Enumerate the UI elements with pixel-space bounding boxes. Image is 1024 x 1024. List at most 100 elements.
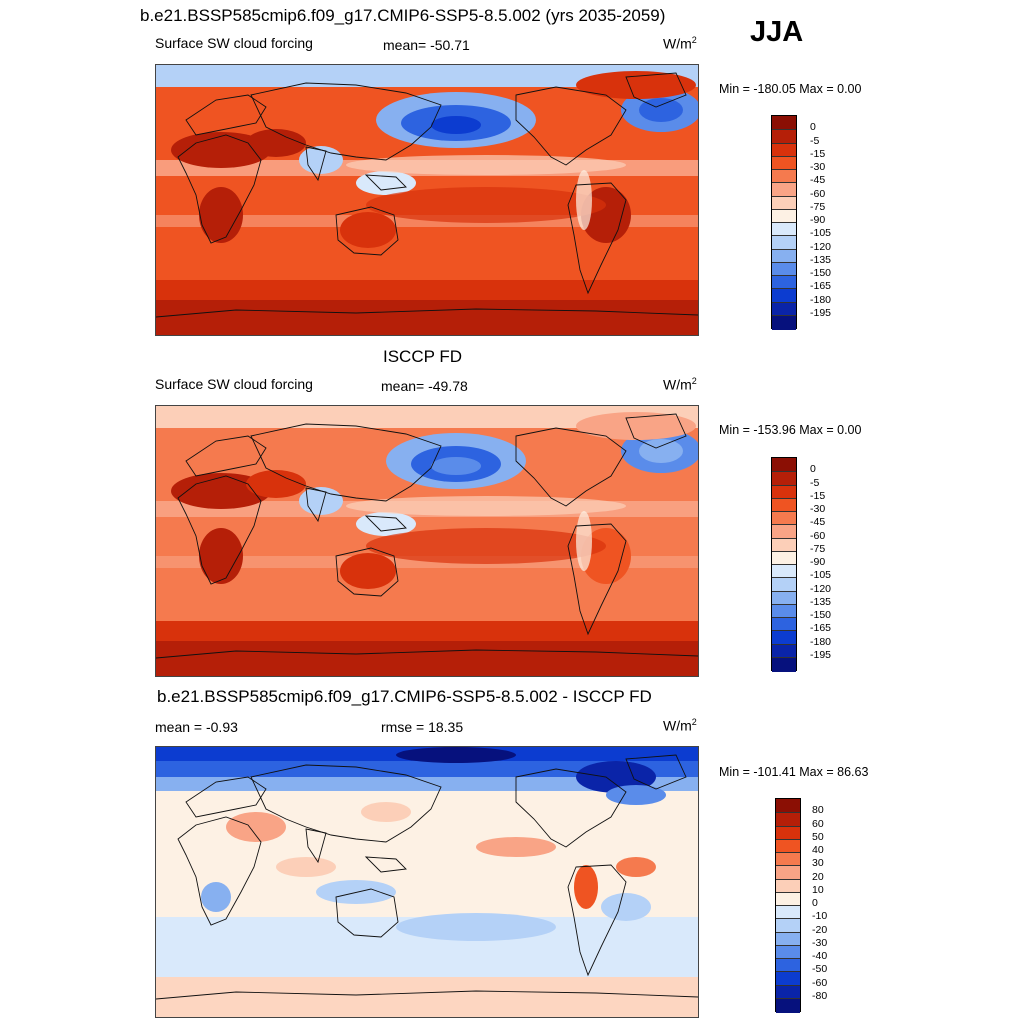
colorbar-tick-label: -135 <box>810 253 832 266</box>
coastline <box>250 764 442 843</box>
coastline <box>335 888 399 938</box>
colorbar-tick-label: -60 <box>812 976 828 989</box>
panel-title: ISCCP FD <box>383 347 463 366</box>
colorbar-tick-label: -10 <box>812 910 828 923</box>
colorbar-tick-label: -5 <box>810 476 820 489</box>
colorbar-swatch <box>772 497 796 513</box>
colorbar-swatch <box>772 208 796 224</box>
colorbar-swatch <box>776 984 800 1000</box>
map-field-diff <box>156 747 698 1017</box>
colorbar-tick-label: -150 <box>810 609 832 621</box>
panel-title: b.e21.BSSP585cmip6.f09_g17.CMIP6-SSP5-8.… <box>140 6 666 25</box>
variable-label: Surface SW cloud forcing <box>155 376 313 392</box>
season-label: JJA <box>750 16 804 48</box>
colorbar-diff <box>775 798 801 1013</box>
colorbar-swatch <box>772 603 796 619</box>
coastline <box>185 94 267 136</box>
colorbar-tick-label: 50 <box>812 830 824 843</box>
coastline <box>567 523 627 636</box>
coastline <box>364 174 407 191</box>
colorbar-swatch <box>772 314 796 330</box>
coastline <box>177 816 262 926</box>
colorbar-swatch <box>772 261 796 277</box>
coastline <box>185 776 267 818</box>
coastline <box>515 768 627 848</box>
colorbar-swatch <box>776 838 800 854</box>
coastline <box>305 828 327 864</box>
colorbar-tick-label: 0 <box>810 121 816 134</box>
coastline <box>364 856 407 873</box>
colorbar-ticks-diff: 80 60 50 40 30 20 10 0 -10 -20 -30 -40 -50 -60 -80 <box>812 798 852 1010</box>
colorbar-swatch <box>776 891 800 907</box>
colorbar-tick-label: -90 <box>810 556 826 568</box>
colorbar-swatch <box>776 931 800 947</box>
colorbar-tick-label: -20 <box>812 923 828 936</box>
minmax-label: Min = -180.05 Max = 0.00 <box>719 82 862 96</box>
colorbar-swatch <box>772 524 796 539</box>
colorbar-obs <box>771 457 797 672</box>
colorbar-swatch <box>772 182 796 197</box>
map-obs <box>155 405 699 677</box>
colorbar-swatch <box>776 865 800 880</box>
colorbar-tick-label: -165 <box>810 280 832 293</box>
unit-label: W/m2 <box>663 376 697 393</box>
colorbar-tick-label: -30 <box>810 503 826 515</box>
colorbar-tick-label: 10 <box>812 883 824 896</box>
map-field-model <box>156 65 698 335</box>
colorbar-swatch <box>776 997 800 1013</box>
colorbar-ticks-model: 0 -5 -15 -30 -45 -60 -75 -90 -105 -120 -135 -150 -16… <box>810 115 850 327</box>
colorbar-swatch <box>772 484 796 500</box>
mean-label: mean = -0.93 <box>155 719 238 735</box>
colorbar-swatch <box>776 958 800 973</box>
colorbar-tick-label: -165 <box>810 622 832 635</box>
colorbar-tick-label: -105 <box>810 569 832 582</box>
colorbar-swatch <box>772 275 796 290</box>
colorbar-swatch <box>772 630 796 645</box>
coastline <box>177 475 262 585</box>
colorbar-tick-label: -75 <box>810 200 826 213</box>
colorbar-swatch <box>772 248 796 264</box>
colorbar-tick-label: 30 <box>812 857 824 870</box>
coastline <box>567 182 627 295</box>
coastline <box>305 146 327 182</box>
colorbar-tick-label: -45 <box>810 174 826 187</box>
coastline <box>625 72 687 108</box>
colorbar-swatch <box>772 656 796 672</box>
colorbar-swatch <box>772 511 796 526</box>
colorbar-tick-label: -15 <box>810 147 826 160</box>
colorbar-tick-label: -75 <box>810 542 826 555</box>
variable-label: Surface SW cloud forcing <box>155 35 313 51</box>
minmax-label: Min = -153.96 Max = 0.00 <box>719 423 862 437</box>
colorbar-swatch <box>776 825 800 841</box>
coastline <box>335 206 399 256</box>
colorbar-swatch <box>772 471 796 486</box>
colorbar-swatch <box>772 129 796 144</box>
map-diff <box>155 746 699 1018</box>
mean-label: mean= -49.78 <box>381 378 468 394</box>
coastline <box>156 308 698 318</box>
colorbar-tick-label: -15 <box>810 489 826 502</box>
coastline <box>335 547 399 597</box>
colorbar-model <box>771 115 797 330</box>
colorbar-tick-label: 80 <box>812 804 824 817</box>
colorbar-swatch <box>776 878 800 894</box>
colorbar-tick-label: -30 <box>810 161 826 173</box>
coastline <box>625 413 687 449</box>
colorbar-tick-label: -60 <box>810 187 826 200</box>
colorbar-swatch <box>776 971 800 986</box>
coastline <box>567 864 627 977</box>
colorbar-swatch <box>772 550 796 566</box>
colorbar-tick-label: -45 <box>810 516 826 529</box>
map-model <box>155 64 699 336</box>
colorbar-swatch <box>776 852 800 867</box>
coastline <box>156 649 698 659</box>
coastline <box>177 134 262 244</box>
colorbar-tick-label: 0 <box>812 897 818 909</box>
colorbar-swatch <box>776 918 800 933</box>
colorbar-tick-label: -90 <box>810 214 826 226</box>
colorbar-swatch <box>772 142 796 158</box>
colorbar-ticks-obs: 0 -5 -15 -30 -45 -60 -75 -90 -105 -120 -135 -150 -16… <box>810 457 850 669</box>
colorbar-swatch <box>772 458 796 472</box>
coastline <box>364 515 407 532</box>
colorbar-tick-label: 40 <box>812 844 824 856</box>
